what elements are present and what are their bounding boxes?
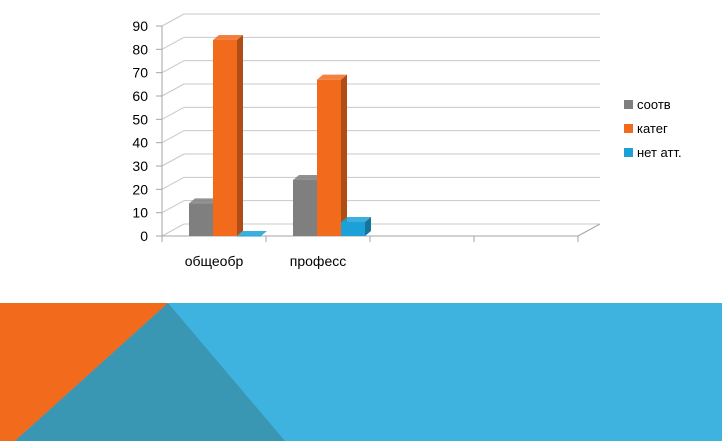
y-tick-label: 40 xyxy=(132,135,148,151)
legend-entry: катег xyxy=(624,121,668,136)
category-label: общеобр xyxy=(185,253,244,269)
gridline-side xyxy=(161,13,185,27)
legend-label: соотв xyxy=(637,97,671,112)
y-tick-label: 60 xyxy=(132,88,148,104)
banner-orange-triangle xyxy=(0,303,168,441)
bar-side xyxy=(365,217,371,236)
bar-front xyxy=(189,203,213,236)
gridline-side xyxy=(161,83,185,97)
bar-front xyxy=(317,79,341,237)
legend-entry: нет атт. xyxy=(624,145,682,160)
bar-top xyxy=(213,35,243,40)
bar xyxy=(237,231,267,237)
gridline-side xyxy=(161,130,185,144)
legend-label: нет атт. xyxy=(637,145,682,160)
bar-front xyxy=(341,222,365,236)
bar-top xyxy=(189,198,219,204)
gridline-side xyxy=(161,176,185,190)
y-tick-label: 90 xyxy=(132,18,148,34)
chart: 0 10 20 30 40 50 60 70 80 90 общеобр професс соотв… xyxy=(132,13,682,269)
bar xyxy=(213,35,243,236)
bar xyxy=(317,74,347,237)
bars xyxy=(189,35,371,237)
gridline-side xyxy=(161,60,185,74)
grid xyxy=(161,13,600,237)
bar-front xyxy=(213,40,237,236)
legend-entry: соотв xyxy=(624,97,671,112)
gridline-side xyxy=(161,106,185,120)
gridline-side xyxy=(161,223,185,237)
category-label: професс xyxy=(290,253,346,269)
y-tick-labels: 0 10 20 30 40 50 60 70 80 90 xyxy=(132,18,148,244)
gridline-side xyxy=(161,153,185,167)
banner-teal-triangle xyxy=(15,303,285,441)
gridline-side xyxy=(161,200,185,214)
y-tick-label: 10 xyxy=(132,205,148,221)
bar-top xyxy=(293,175,323,180)
legend-swatch xyxy=(624,148,633,157)
bar-top xyxy=(237,231,267,236)
banner-background xyxy=(0,303,722,441)
legend-swatch xyxy=(624,124,633,133)
y-tick-label: 0 xyxy=(140,228,148,244)
legend-label: катег xyxy=(637,121,668,136)
bar-front xyxy=(237,236,261,237)
bar-side xyxy=(341,74,347,237)
y-tick-label: 80 xyxy=(132,41,148,57)
bar-side xyxy=(237,35,243,236)
bar-top xyxy=(341,217,371,222)
bar-top xyxy=(317,74,347,80)
gridline-side xyxy=(161,36,185,50)
bar-front xyxy=(293,180,317,236)
category-labels: общеобр професс xyxy=(185,253,347,269)
y-tick-label: 70 xyxy=(132,65,148,81)
bar xyxy=(341,217,371,236)
y-tick-label: 50 xyxy=(132,111,148,127)
y-tick-label: 30 xyxy=(132,158,148,174)
y-tick-label: 20 xyxy=(132,181,148,197)
legend: соотв катег нет атт. xyxy=(624,97,682,160)
floor-edge xyxy=(577,223,601,237)
legend-swatch xyxy=(624,100,633,109)
